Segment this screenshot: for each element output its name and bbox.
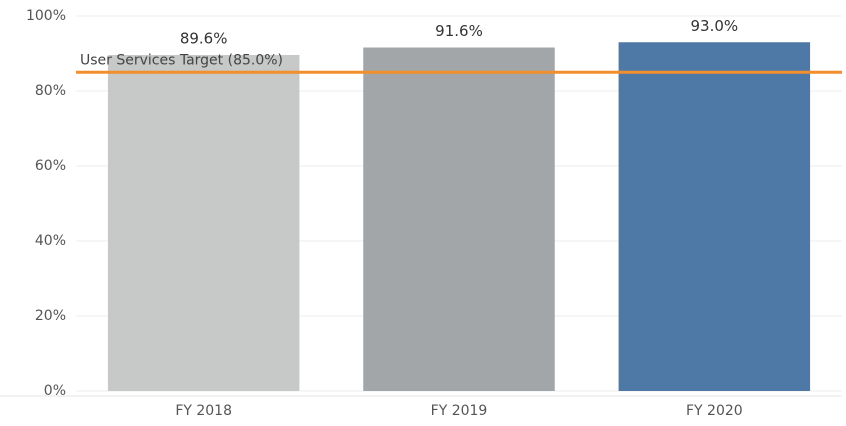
x-tick-label: FY 2020: [686, 403, 743, 419]
x-tick-label: FY 2019: [431, 403, 488, 419]
y-tick-label: 20%: [35, 308, 66, 324]
y-tick-label: 40%: [35, 233, 66, 249]
bar: [363, 47, 555, 391]
bar: [107, 55, 300, 391]
y-tick-label: 60%: [35, 158, 66, 174]
x-tick-label: FY 2018: [175, 403, 232, 419]
value-label: 93.0%: [691, 17, 739, 35]
reference-label: User Services Target (85.0%): [80, 52, 283, 68]
value-label: 89.6%: [180, 30, 228, 48]
y-tick-label: 80%: [35, 83, 66, 99]
y-tick-label: 0%: [44, 383, 66, 399]
value-label: 91.6%: [435, 22, 483, 40]
bar: [618, 42, 811, 391]
y-tick-label: 100%: [26, 8, 66, 24]
